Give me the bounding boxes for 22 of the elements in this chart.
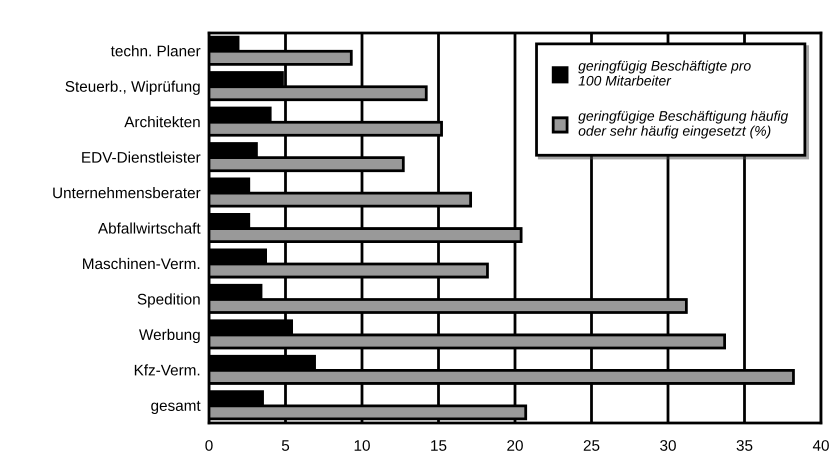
x-tick-label: 30 (660, 440, 676, 451)
x-tick-label: 35 (736, 440, 752, 451)
legend-label: geringfügig Beschäftigte pro 100 Mitarbeiter (578, 60, 751, 86)
x-tick-label: 15 (431, 440, 446, 451)
y-tick-label: Maschinen-Verm. (83, 258, 200, 270)
y-tick-label: Werbung (139, 328, 200, 344)
y-tick-label: Abfallwirtschaft (98, 222, 201, 234)
x-tick-label: 20 (507, 440, 523, 451)
x-tick-label: 25 (584, 440, 600, 451)
y-tick-label: Spedition (138, 293, 200, 308)
y-tick-label: techn. Planer (110, 45, 200, 56)
x-tick-label: 10 (354, 440, 370, 451)
y-tick-label: Kfz-Verm. (134, 364, 200, 376)
x-tick-label: 0 (205, 440, 213, 451)
legend-label: geringfügige Beschäftigung häufig oder sehr häufig eingesetzt (%) (578, 110, 788, 139)
y-tick-label: Steuerb., Wiprüfung (65, 80, 200, 95)
x-tick-label: 5 (282, 440, 290, 451)
x-tick-label: 40 (812, 440, 829, 451)
y-tick-label: EDV-Dienstleister (82, 152, 200, 163)
y-tick-label: Architekten (124, 116, 200, 128)
y-tick-label: gesamt (151, 400, 201, 414)
y-tick-label: Unternehmensberater (53, 187, 200, 198)
